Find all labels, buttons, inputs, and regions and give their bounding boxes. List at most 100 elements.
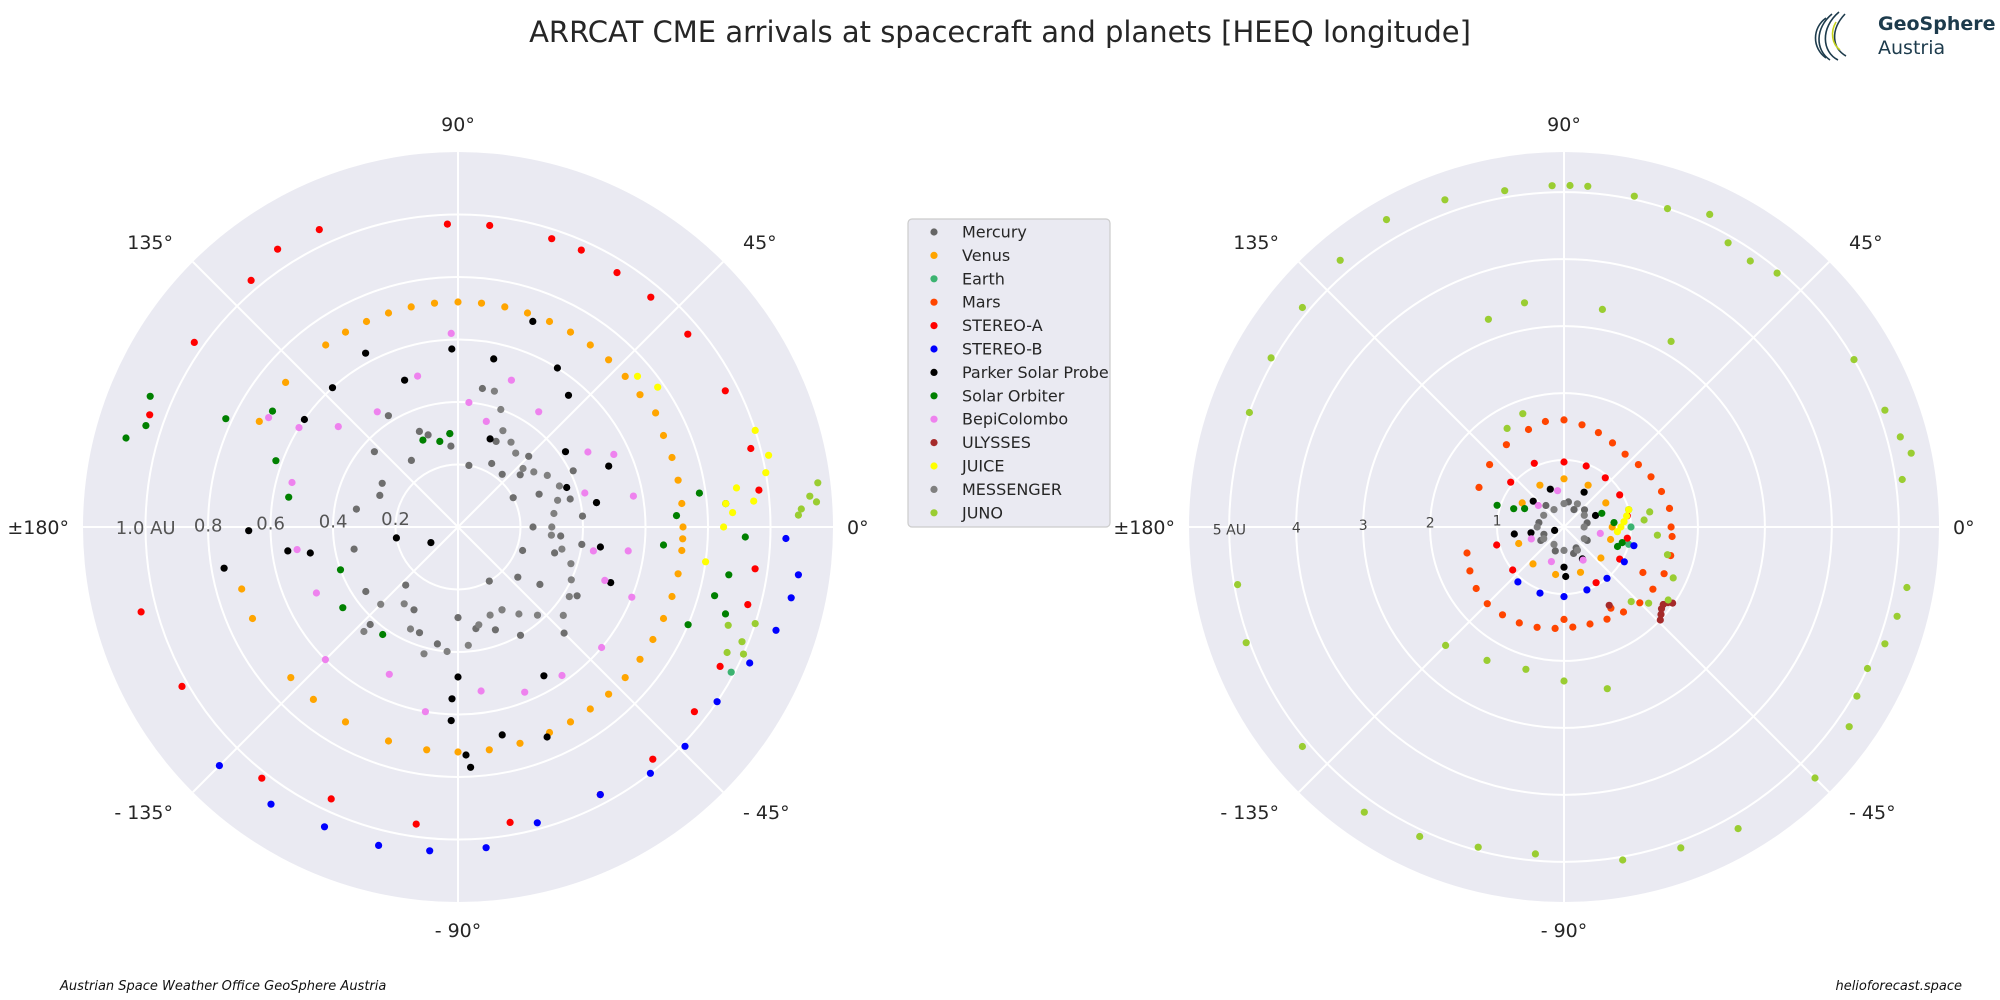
outer-r-tick-label: 3 [1359, 518, 1368, 534]
inner-point-bepicolombo [598, 643, 606, 652]
inner-point-parker-solar-probe [592, 499, 601, 507]
legend-item-earth: Earth [930, 269, 1005, 288]
outer-point-stereo-a [1493, 541, 1501, 549]
inner-point-parker-solar-probe [328, 384, 337, 392]
inner-point-parker-solar-probe [245, 527, 253, 535]
inner-point-solar-orbiter [684, 621, 692, 629]
inner-theta-label: 45° [743, 232, 777, 254]
inner-point-bepicolombo [321, 656, 329, 664]
legend-marker [930, 485, 938, 493]
inner-point-bepicolombo [312, 589, 320, 597]
inner-theta-gridline [457, 261, 724, 528]
outer-point-stereo-b [1630, 542, 1638, 550]
inner-point-mercury [478, 384, 486, 393]
outer-point-juno [1298, 742, 1306, 751]
inner-point-venus [674, 570, 682, 578]
outer-point-messenger [1533, 523, 1541, 531]
legend-label: JUNO [961, 503, 1003, 522]
outer-point-venus [1529, 560, 1537, 568]
inner-point-juice [654, 383, 662, 391]
inner-point-stereo-b [646, 769, 655, 777]
inner-point-venus [566, 718, 575, 726]
logo-line2: Austria [1878, 37, 1945, 59]
legend-item-mercury: Mercury [930, 223, 1027, 242]
inner-point-stereo-a [751, 565, 759, 573]
outer-theta-label: - 45° [1849, 802, 1896, 824]
outer-point-juno [1677, 844, 1685, 852]
outer-point-juno [1845, 723, 1853, 731]
outer-point-mars [1668, 532, 1676, 541]
outer-point-mars [1524, 425, 1533, 434]
inner-point-venus [516, 739, 524, 747]
inner-point-bepicolombo [477, 687, 485, 695]
inner-r-tick-label: 0.8 [194, 516, 223, 537]
inner-point-messenger [558, 545, 566, 553]
inner-point-solar-orbiter [285, 493, 293, 501]
outer-point-parker-solar-probe [1562, 572, 1570, 581]
inner-point-venus [678, 546, 686, 555]
inner-point-mercury [492, 437, 500, 445]
inner-point-mercury [535, 490, 543, 498]
outer-point-juno [1416, 832, 1424, 841]
inner-point-stereo-a [327, 795, 335, 803]
outer-point-juno [1627, 598, 1635, 606]
outer-point-ulysses [1657, 610, 1665, 619]
legend-box [907, 218, 1111, 528]
outer-theta-label: 0° [1953, 517, 1975, 539]
inner-point-stereo-a [716, 662, 724, 671]
outer-point-mars [1647, 473, 1655, 481]
inner-point-stereo-b [320, 823, 329, 831]
inner-series-juice [633, 372, 773, 566]
inner-theta-label: 135° [127, 232, 173, 254]
inner-point-stereo-b [787, 594, 795, 602]
inner-point-messenger [360, 627, 368, 636]
outer-series-stereo-a [1493, 458, 1631, 587]
outer-point-solar-orbiter [1510, 505, 1518, 513]
inner-r-tick-label: 1.0 AU [116, 518, 176, 539]
inner-point-stereo-a [443, 220, 451, 228]
inner-point-parker-solar-probe [392, 534, 400, 542]
inner-point-mercury [509, 494, 517, 502]
inner-point-mercury [415, 427, 423, 435]
outer-point-juno [1724, 239, 1732, 247]
inner-point-mercury [402, 581, 410, 589]
inner-point-venus [678, 499, 686, 508]
inner-point-solar-orbiter [446, 430, 454, 438]
inner-point-bepicolombo [584, 448, 592, 456]
legend-marker [930, 439, 938, 447]
outer-series-juno [1234, 181, 1915, 864]
outer-point-mars [1665, 504, 1674, 512]
outer-series-solar-orbiter [1493, 501, 1626, 551]
inner-point-juice [751, 426, 759, 434]
inner-point-venus [668, 592, 676, 601]
inner-point-solar-orbiter [721, 610, 730, 618]
outer-point-mercury [1551, 547, 1559, 555]
outer-point-solar-orbiter [1521, 505, 1529, 513]
outer-point-juice [1623, 512, 1631, 520]
outer-r-tick-label: 2 [1426, 516, 1435, 532]
inner-point-stereo-a [613, 269, 621, 277]
outer-point-juno [1881, 406, 1889, 414]
outer-point-mars [1667, 523, 1675, 531]
outer-point-solar-orbiter [1493, 501, 1501, 509]
legend-item-parker-solar-probe: Parker Solar Probe [930, 363, 1109, 382]
outer-point-mars [1483, 600, 1491, 608]
outer-point-parker-solar-probe [1560, 563, 1568, 571]
outer-point-venus [1518, 499, 1526, 507]
outer-point-mars [1533, 623, 1541, 631]
inner-point-juno [724, 621, 732, 629]
legend-marker [930, 322, 938, 330]
outer-point-juno [1669, 574, 1677, 582]
inner-point-solar-orbiter [146, 392, 154, 400]
inner-point-bepicolombo [558, 671, 566, 680]
outer-point-juno [1773, 269, 1781, 277]
inner-point-parker-solar-probe [543, 733, 551, 741]
inner-point-stereo-a [506, 818, 514, 827]
inner-point-mercury [410, 606, 418, 614]
inner-series-stereo-a [137, 220, 763, 828]
inner-theta-label: - 90° [435, 920, 482, 942]
outer-point-mars [1634, 461, 1642, 469]
footer-right: helioforecast.space [1835, 979, 1962, 994]
inner-point-bepicolombo [334, 423, 342, 431]
outer-point-parker-solar-probe [1591, 511, 1600, 520]
